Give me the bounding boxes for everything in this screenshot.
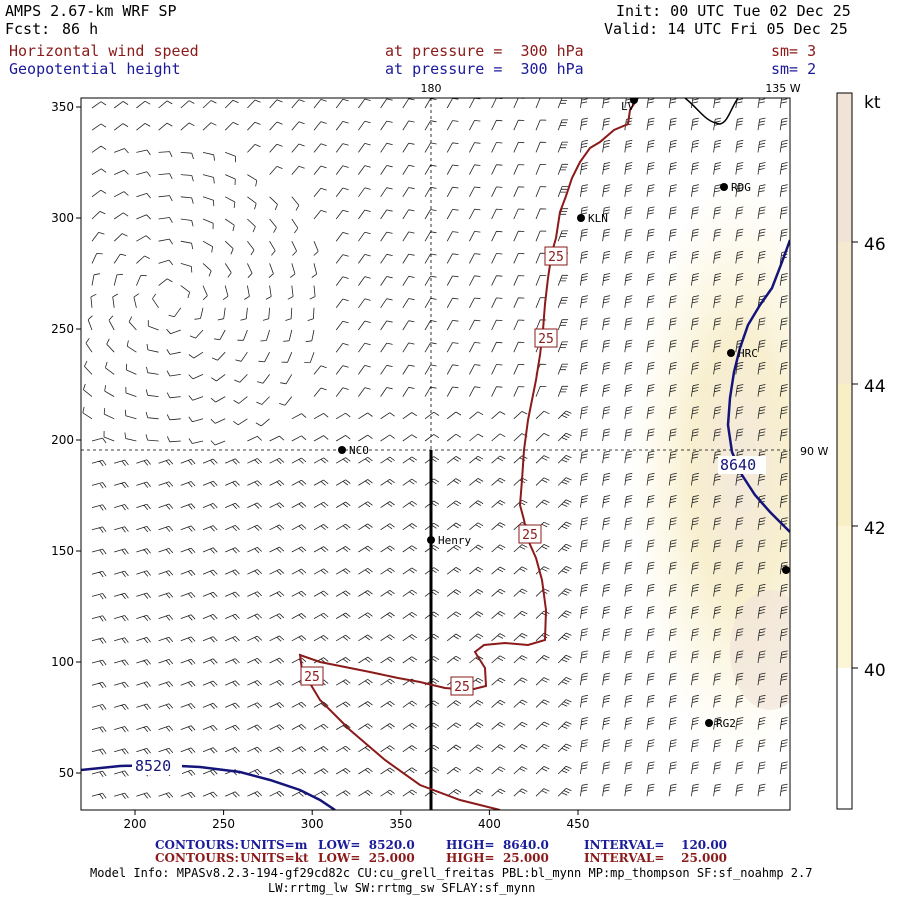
colorbar-band-5 (837, 93, 852, 242)
meridian-label-135w: 135 W (765, 82, 800, 95)
wind-label-2: 25 (538, 332, 554, 347)
x-tick-450: 450 (567, 817, 590, 831)
station-henry-marker (427, 536, 435, 544)
station-rg2-marker (705, 719, 713, 727)
y-tick-300: 300 (51, 211, 74, 225)
contour2-units: UNITS=kt (240, 851, 309, 865)
wind-label-3: 25 (522, 528, 538, 543)
x-tick-350: 350 (389, 817, 412, 831)
wind-speed-shading-core (730, 590, 790, 710)
y-tick-150: 150 (51, 544, 74, 558)
colorbar-band-4 (837, 242, 852, 384)
x-tick-250: 250 (212, 817, 235, 831)
colorbar-band-3 (837, 384, 852, 526)
colorbar-unit: kt (864, 93, 881, 113)
station-lv-label: LV (621, 100, 635, 113)
wind-contour-25 (298, 98, 639, 810)
stations: KLN RDG HRC NCO Henry RG2 LV (338, 98, 790, 730)
station-kln-marker (577, 214, 585, 222)
height-label-8640: 8640 (720, 456, 756, 474)
field1-name: Horizontal wind speed (9, 42, 199, 60)
colorbar-label-46: 46 (864, 235, 886, 255)
station-hrc-marker (727, 349, 735, 357)
contour1-interval: INTERVAL= 120.00 (584, 838, 728, 852)
model-title: AMPS 2.67-km WRF SP (5, 2, 177, 20)
y-tick-350: 350 (51, 100, 74, 114)
contour2-interval: INTERVAL= 25.000 (584, 851, 728, 865)
forecast-hour: 86 h (62, 20, 99, 38)
x-tick-400: 400 (478, 817, 501, 831)
valid-time: Valid: 14 UTC Fri 05 Dec 25 (604, 20, 848, 38)
station-rdg-marker (720, 183, 728, 191)
station-kln-label: KLN (588, 212, 608, 225)
height-label-8520: 8520 (135, 757, 171, 775)
station-east-marker (782, 566, 790, 574)
colorbar: kt 46 44 42 40 (836, 92, 886, 810)
field2-name: Geopotential height (9, 60, 181, 78)
model-info: Model Info: MPASv8.2.3-194-gf29cd82c CU:… (90, 866, 813, 880)
parallel-label-90w: 90 W (800, 445, 828, 458)
contour2-low: LOW= 25.000 (318, 851, 415, 865)
coastline (684, 98, 739, 125)
field2-smoothing: sm= 2 (771, 60, 817, 78)
field1-smoothing: sm= 3 (771, 42, 817, 60)
station-nco-label: NCO (349, 444, 369, 457)
field2-level: at pressure = 300 hPa (385, 60, 584, 78)
contour1-low: LOW= 8520.0 (318, 838, 415, 852)
contour1-label: CONTOURS: (155, 838, 239, 852)
wind-contour-labels: 25 25 25 25 25 (300, 246, 568, 696)
colorbar-label-42: 42 (864, 519, 886, 539)
x-tick-300: 300 (301, 817, 324, 831)
colorbar-band-2 (837, 526, 852, 668)
colorbar-band-1 (837, 668, 852, 809)
forecast-label: Fcst: (5, 20, 51, 38)
y-tick-200: 200 (51, 433, 74, 447)
x-tick-200: 200 (124, 817, 147, 831)
wind-label-1: 25 (548, 250, 564, 265)
colorbar-label-40: 40 (864, 661, 886, 681)
station-lv-marker (630, 98, 638, 104)
wind-label-4: 25 (454, 680, 470, 695)
height-contour-8640 (726, 239, 790, 533)
contour2-high: HIGH= 25.000 (446, 851, 549, 865)
y-tick-250: 250 (51, 322, 74, 336)
map-frame (80, 97, 791, 811)
station-rg2-label: RG2 (716, 717, 736, 730)
y-tick-100: 100 (51, 655, 74, 669)
station-henry-label: Henry (438, 534, 471, 547)
field1-level: at pressure = 300 hPa (385, 42, 584, 60)
physics-info: LW:rrtmg_lw SW:rrtmg_sw SFLAY:sf_mynn (268, 881, 536, 895)
axis-ticks: 200 250 300 350 400 450 350 300 250 200 150 100 50 (51, 100, 589, 831)
meridian-label-180: 180 (421, 82, 442, 95)
contour1-high: HIGH= 8640.0 (446, 838, 549, 852)
init-time: Init: 00 UTC Tue 02 Dec 25 (616, 2, 851, 20)
y-tick-50: 50 (59, 766, 74, 780)
station-nco-marker (338, 446, 346, 454)
contour2-label: CONTOURS: (155, 851, 239, 865)
wind-label-5: 25 (304, 670, 320, 685)
station-rdg-label: RDG (731, 181, 751, 194)
station-hrc-label: HRC (738, 347, 758, 360)
contour1-units: UNITS=m (240, 838, 308, 852)
colorbar-label-44: 44 (864, 377, 886, 397)
